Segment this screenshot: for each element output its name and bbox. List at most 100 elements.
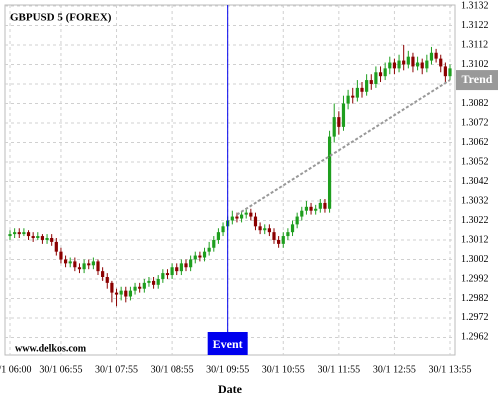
candle-body [87, 263, 91, 266]
candle-body [295, 216, 299, 225]
candle-body [397, 60, 401, 69]
candle-body [365, 80, 369, 92]
y-tick-label: 1.3082 [461, 98, 489, 109]
candle-body [189, 259, 193, 268]
y-tick-label: 1.2982 [461, 293, 489, 304]
y-tick-label: 1.3102 [461, 59, 489, 70]
candle-body [101, 271, 105, 278]
candle-body [425, 60, 429, 69]
candle-body [59, 251, 63, 260]
x-tick-label: 30/1 06:55 [39, 364, 82, 375]
candle-body [383, 68, 387, 77]
watermark: www.delkos.com [15, 343, 87, 354]
candle-body [267, 228, 271, 233]
candle-body [26, 232, 31, 237]
candle-body [179, 263, 183, 272]
candle-body [263, 228, 267, 231]
candle-body [165, 273, 170, 276]
trend-label-box [456, 70, 498, 91]
candle-body [161, 273, 165, 279]
y-tick-label: 1.3052 [461, 156, 489, 167]
candle-body [40, 236, 45, 240]
candle-body [337, 117, 341, 127]
y-tick-label: 1.2962 [461, 332, 489, 343]
candle-body [54, 241, 58, 252]
candle-body [378, 72, 383, 77]
x-tick-label: 30/1 12:55 [373, 364, 416, 375]
grid [5, 5, 455, 355]
candle-body [277, 239, 281, 244]
candle-body [415, 62, 420, 67]
candle-body [300, 210, 304, 217]
candle-body [332, 117, 336, 137]
candle-body [119, 290, 123, 295]
candle-body [346, 95, 350, 104]
y-tick-label: 1.3112 [461, 39, 488, 50]
candle-body [272, 232, 276, 240]
candle-body [17, 232, 21, 235]
y-tick-label: 1.3012 [461, 234, 489, 245]
trend-label: Trend [462, 72, 493, 86]
candle-body [114, 292, 119, 295]
candle-body [439, 58, 443, 67]
candle-body [124, 290, 128, 297]
chart-title: GBPUSD 5 (FOREX) [10, 12, 112, 24]
y-tick-label: 1.3002 [461, 254, 489, 265]
candle-body [82, 263, 86, 270]
y-tick-label: 1.3062 [461, 137, 489, 148]
candle-body [420, 62, 424, 69]
candle-body [249, 212, 253, 217]
candle-body [63, 259, 68, 264]
candle-body [77, 267, 82, 270]
candle-body [184, 263, 188, 268]
candle-body [170, 267, 174, 276]
candle-body [355, 87, 359, 98]
candle-body [318, 202, 322, 209]
plot-area [4, 4, 456, 356]
candle-body [388, 62, 392, 69]
candle-body [239, 214, 244, 219]
candle-body [286, 232, 290, 237]
y-tick-label: 1.3122 [461, 20, 489, 31]
x-tick-label: 30/1 11:55 [317, 364, 360, 375]
candle-body [392, 62, 397, 69]
y-tick-label: 1.3032 [461, 195, 489, 206]
y-tick-label: 1.3022 [461, 215, 489, 226]
candle-body [128, 290, 133, 297]
x-tick-label: 30/1 06:00 [0, 364, 32, 375]
candle-body [221, 226, 225, 233]
candle-body [244, 212, 248, 215]
y-tick-label: 1.3132 [461, 0, 489, 11]
x-tick-label: 30/1 08:55 [151, 364, 194, 375]
candle-body [411, 56, 415, 67]
event-label-box [207, 332, 248, 355]
candles [8, 44, 452, 307]
x-tick-label: 30/1 07:55 [95, 364, 138, 375]
candle-body [443, 66, 447, 77]
y-tick-label: 1.3072 [461, 117, 489, 128]
x-tick-label: 30/1 13:55 [428, 364, 471, 375]
candle-body [96, 261, 100, 272]
candle-body [230, 216, 234, 221]
x-tick-label: 30/1 09:55 [206, 364, 249, 375]
candle-body [212, 239, 216, 248]
candle-body [175, 267, 179, 272]
candle-body [45, 238, 49, 240]
candle-body [156, 278, 160, 285]
candle-body [68, 261, 72, 264]
candle-body [304, 206, 309, 211]
y-tick-label: 1.2992 [461, 273, 489, 284]
candle-body [406, 56, 410, 65]
candle-body [281, 236, 285, 244]
x-axis-title: Date [218, 382, 243, 396]
candle-body [402, 60, 406, 65]
candle-body [351, 95, 355, 98]
x-tick-label: 30/1 10:55 [262, 364, 305, 375]
candle-body [429, 52, 434, 61]
candle-body [8, 234, 12, 237]
y-tick-label: 1.3042 [461, 176, 489, 187]
candle-body [369, 80, 373, 84]
candle-body [314, 208, 318, 211]
